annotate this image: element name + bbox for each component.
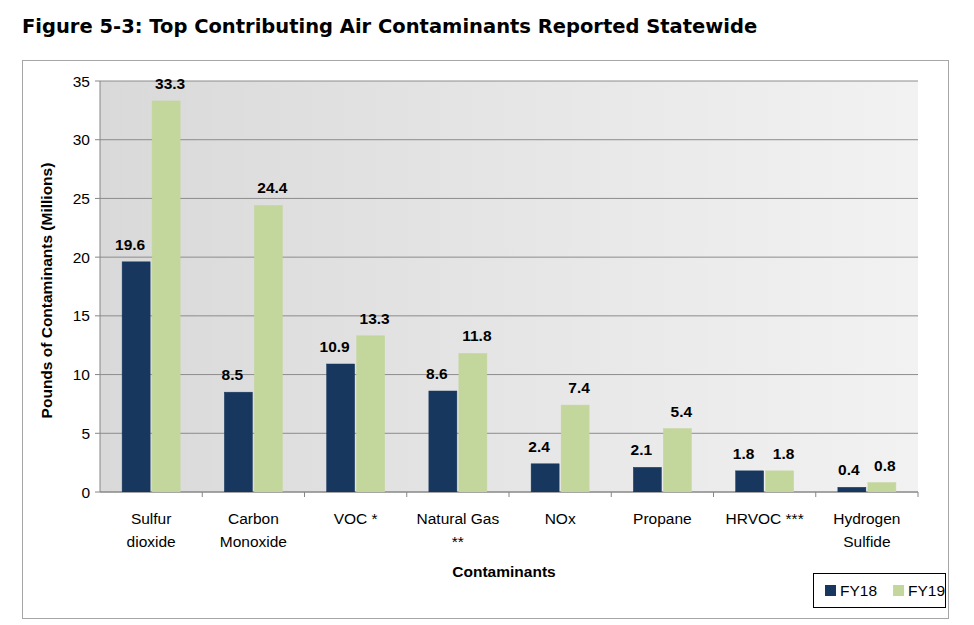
x-tick [509, 492, 510, 497]
x-tick [815, 492, 816, 497]
data-label: 33.3 [155, 75, 186, 92]
x-tick [713, 492, 714, 497]
tick-mark [95, 81, 100, 82]
grid-line [100, 139, 918, 140]
data-label: 19.6 [115, 236, 146, 253]
legend-label: FY18 [840, 582, 877, 599]
grid-line [100, 257, 918, 258]
y-tick-label: 35 [73, 73, 90, 90]
chart-frame [23, 61, 949, 619]
bar [122, 262, 150, 492]
x-tick [406, 492, 407, 497]
y-tick-label: 5 [81, 425, 90, 442]
y-tick-label: 15 [73, 307, 90, 324]
data-label: 13.3 [360, 310, 391, 327]
x-tick-label: Sulfurdioxide [127, 510, 176, 550]
chart: Figure 5-3: Top Contributing Air Contami… [0, 0, 974, 625]
y-tick-label: 25 [73, 190, 90, 207]
data-label: 1.8 [733, 445, 755, 462]
tick-mark [95, 315, 100, 316]
bar [766, 471, 794, 492]
x-tick-label: Propane [633, 510, 692, 527]
y-axis [100, 81, 101, 492]
bars [122, 101, 896, 492]
data-label: 8.6 [426, 365, 448, 382]
title: Figure 5-3: Top Contributing Air Contami… [22, 15, 757, 38]
x-tick-label: NOx [545, 510, 576, 527]
x-axis-label: Contaminants [452, 563, 555, 580]
x-tick [304, 492, 305, 497]
x-tick-label: HRVOC *** [726, 510, 804, 527]
data-label: 11.8 [462, 327, 492, 344]
data-label: 24.4 [257, 179, 288, 196]
legend-label: FY19 [908, 582, 945, 599]
x-tick-label: VOC * [334, 510, 378, 527]
y-tick-label: 30 [73, 131, 91, 148]
data-label: 2.4 [528, 438, 550, 455]
x-tick-label: Natural Gas** [417, 510, 500, 550]
bar [327, 364, 355, 492]
tick-mark [95, 257, 100, 258]
y-tick-label: 20 [73, 249, 91, 266]
bar [868, 483, 896, 492]
bar [736, 471, 764, 492]
x-tick [202, 492, 203, 497]
tick-mark [95, 198, 100, 199]
bar [531, 464, 559, 492]
legend: FY18 FY19 [814, 574, 946, 608]
bar [152, 101, 180, 492]
legend-swatch [893, 585, 904, 596]
bar [357, 336, 385, 492]
data-label: 0.4 [838, 461, 860, 478]
plot-area [100, 81, 918, 492]
data-label: 7.4 [568, 379, 590, 396]
data-label: 5.4 [671, 403, 693, 420]
bar [224, 392, 252, 492]
data-label: 0.8 [874, 457, 896, 474]
bar [459, 353, 487, 492]
data-labels: 19.6 33.3 8.5 24.4 10.9 13.3 8.6 11.8 2.4 7.4 2.1 5… [115, 75, 896, 478]
bar [561, 405, 589, 492]
y-tick-label: 10 [73, 366, 91, 383]
y-axis-label: Pounds of Contaminants (Millions) [38, 163, 55, 419]
bar [633, 467, 661, 492]
data-label: 1.8 [773, 445, 795, 462]
bar [254, 205, 282, 492]
x-tick [918, 492, 919, 497]
legend-swatch [825, 585, 836, 596]
x-tick-label: HydrogenSulfide [833, 510, 900, 550]
y-tick-label: 0 [81, 484, 90, 501]
tick-mark [95, 374, 100, 375]
grid-line [100, 198, 918, 199]
bar [663, 429, 691, 492]
tick-mark [95, 139, 100, 140]
tick-mark [95, 433, 100, 434]
data-label: 8.5 [222, 366, 244, 383]
tick-mark [95, 492, 100, 493]
x-tick-label: CarbonMonoxide [220, 510, 287, 550]
grid-line [100, 433, 918, 434]
grid-line [100, 81, 918, 82]
legend-box [814, 574, 946, 608]
bar [429, 391, 457, 492]
data-label: 2.1 [631, 441, 653, 458]
bar [838, 487, 866, 492]
data-label: 10.9 [320, 338, 351, 355]
x-tick [611, 492, 612, 497]
grid-line [100, 315, 918, 316]
